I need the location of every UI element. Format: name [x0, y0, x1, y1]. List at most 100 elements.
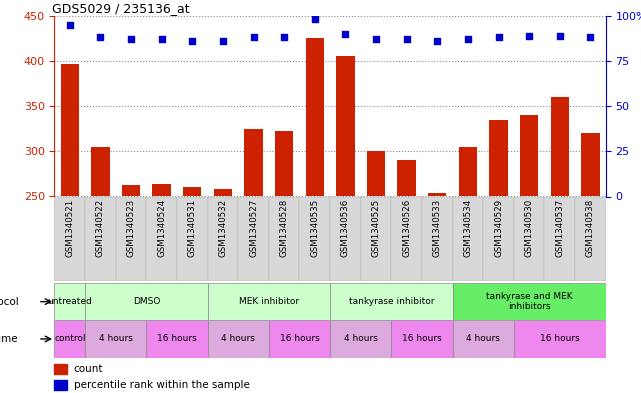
Bar: [453, 196, 483, 281]
Bar: [581, 133, 599, 196]
Bar: [367, 151, 385, 196]
Bar: [208, 196, 238, 281]
Point: [156, 36, 167, 42]
Bar: [85, 320, 146, 358]
Bar: [330, 196, 361, 281]
Text: GSM1340534: GSM1340534: [463, 199, 472, 257]
Point: [65, 22, 75, 28]
Text: GSM1340525: GSM1340525: [372, 199, 381, 257]
Bar: [514, 320, 606, 358]
Bar: [54, 196, 85, 281]
Text: GSM1340528: GSM1340528: [279, 199, 288, 257]
Point: [340, 31, 351, 37]
Point: [494, 34, 504, 40]
Point: [401, 36, 412, 42]
Point: [279, 34, 289, 40]
Point: [96, 34, 106, 40]
Bar: [392, 320, 453, 358]
Point: [524, 33, 535, 39]
Bar: [208, 320, 269, 358]
Bar: [392, 196, 422, 281]
Bar: [459, 147, 477, 196]
Bar: [54, 283, 85, 320]
Bar: [54, 380, 67, 390]
Text: GSM1340538: GSM1340538: [586, 199, 595, 257]
Bar: [397, 160, 416, 196]
Text: 16 hours: 16 hours: [540, 334, 579, 343]
Bar: [330, 320, 392, 358]
Point: [463, 36, 473, 42]
Bar: [91, 147, 110, 196]
Text: GSM1340531: GSM1340531: [188, 199, 197, 257]
Text: control: control: [54, 334, 85, 343]
Bar: [116, 196, 146, 281]
Bar: [269, 196, 299, 281]
Bar: [575, 196, 606, 281]
Bar: [183, 187, 201, 196]
Bar: [453, 320, 514, 358]
Bar: [514, 196, 544, 281]
Bar: [85, 283, 208, 320]
Bar: [361, 196, 392, 281]
Point: [554, 33, 565, 39]
Bar: [146, 320, 208, 358]
Text: 4 hours: 4 hours: [344, 334, 378, 343]
Text: MEK inhibitor: MEK inhibitor: [239, 297, 299, 306]
Text: GSM1340530: GSM1340530: [525, 199, 534, 257]
Bar: [244, 129, 263, 196]
Point: [187, 38, 197, 44]
Text: GSM1340533: GSM1340533: [433, 199, 442, 257]
Bar: [54, 320, 85, 358]
Bar: [551, 97, 569, 196]
Text: count: count: [74, 364, 103, 374]
Text: GSM1340532: GSM1340532: [219, 199, 228, 257]
Text: GSM1340536: GSM1340536: [341, 199, 350, 257]
Bar: [269, 320, 330, 358]
Bar: [453, 283, 606, 320]
Point: [126, 36, 136, 42]
Text: GSM1340523: GSM1340523: [126, 199, 135, 257]
Bar: [428, 193, 447, 196]
Point: [585, 34, 595, 40]
Bar: [54, 364, 67, 374]
Bar: [275, 130, 294, 196]
Text: tankyrase inhibitor: tankyrase inhibitor: [349, 297, 434, 306]
Bar: [544, 196, 575, 281]
Text: GSM1340535: GSM1340535: [310, 199, 319, 257]
Text: GSM1340521: GSM1340521: [65, 199, 74, 257]
Bar: [122, 185, 140, 196]
Text: 16 hours: 16 hours: [279, 334, 319, 343]
Text: 16 hours: 16 hours: [157, 334, 197, 343]
Bar: [299, 196, 330, 281]
Bar: [337, 56, 354, 196]
Bar: [146, 196, 177, 281]
Text: 4 hours: 4 hours: [221, 334, 255, 343]
Point: [371, 36, 381, 42]
Text: GSM1340526: GSM1340526: [402, 199, 411, 257]
Bar: [489, 119, 508, 196]
Bar: [483, 196, 514, 281]
Bar: [85, 196, 116, 281]
Bar: [153, 184, 171, 196]
Text: GSM1340529: GSM1340529: [494, 199, 503, 257]
Text: GSM1340524: GSM1340524: [157, 199, 166, 257]
Text: tankyrase and MEK
inhibitors: tankyrase and MEK inhibitors: [486, 292, 572, 311]
Bar: [238, 196, 269, 281]
Text: 4 hours: 4 hours: [99, 334, 133, 343]
Text: percentile rank within the sample: percentile rank within the sample: [74, 380, 249, 390]
Text: 4 hours: 4 hours: [466, 334, 500, 343]
Point: [249, 34, 259, 40]
Text: 16 hours: 16 hours: [402, 334, 442, 343]
Text: protocol: protocol: [0, 297, 19, 307]
Bar: [306, 38, 324, 197]
Text: GSM1340522: GSM1340522: [96, 199, 105, 257]
Text: DMSO: DMSO: [133, 297, 160, 306]
Point: [310, 16, 320, 22]
Bar: [330, 283, 453, 320]
Text: time: time: [0, 334, 19, 344]
Text: untreated: untreated: [47, 297, 92, 306]
Point: [432, 38, 442, 44]
Bar: [61, 64, 79, 196]
Bar: [422, 196, 453, 281]
Bar: [520, 115, 538, 196]
